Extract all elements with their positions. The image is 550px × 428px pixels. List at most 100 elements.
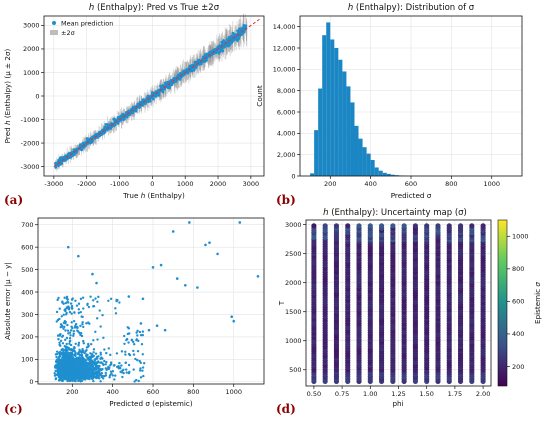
map-point	[401, 223, 407, 229]
error-point	[60, 335, 64, 338]
legend-band-label: ±2σ	[61, 29, 75, 37]
error-point	[77, 330, 80, 333]
error-point	[103, 359, 106, 363]
error-point	[78, 372, 82, 375]
panel-label-d: (d)	[276, 402, 296, 416]
error-point	[77, 374, 80, 378]
histogram-bar	[382, 172, 387, 176]
error-point	[96, 360, 100, 363]
error-point	[54, 353, 58, 356]
y-tick-label: 6,000	[277, 108, 296, 116]
mean-point	[127, 109, 131, 113]
error-point	[133, 380, 136, 383]
error-point	[110, 372, 113, 375]
y-tick-label: 1000	[285, 337, 302, 345]
y-tick-label: 600	[21, 243, 33, 251]
panel-b-xlabel: Predicted σ	[391, 191, 432, 200]
error-point	[135, 378, 138, 382]
colorbar-tick-label: 400	[512, 330, 524, 338]
error-point	[82, 339, 85, 343]
error-point	[65, 295, 69, 299]
error-point	[64, 375, 67, 378]
mean-point	[80, 146, 84, 149]
error-point	[61, 366, 64, 370]
error-point	[134, 357, 137, 361]
mean-point	[164, 81, 167, 85]
error-point	[65, 342, 68, 346]
error-point	[79, 310, 82, 314]
error-point	[124, 350, 127, 353]
histogram-bar	[326, 22, 331, 177]
error-point	[135, 331, 138, 334]
histogram-bar	[318, 88, 323, 176]
error-point	[65, 371, 69, 374]
colorbar-tick-label: 1000	[512, 233, 529, 241]
outlier-point	[139, 322, 143, 325]
panel-a-ticks: -3000 -2000 -1000 0 1000 2000 3000 -3000 -2000 -1…	[21, 22, 260, 188]
x-tick-label: 1.75	[448, 390, 462, 398]
x-tick-label: 400	[106, 388, 118, 396]
colorbar-label: Epistemic σ	[533, 282, 542, 324]
y-tick-label: 700	[21, 221, 33, 229]
mean-point	[169, 80, 173, 84]
x-tick-label: 0.75	[335, 390, 349, 398]
y-tick-label: 2000	[23, 45, 40, 53]
error-point	[80, 331, 83, 335]
error-point	[77, 341, 81, 345]
mean-point	[193, 66, 197, 70]
error-point	[75, 362, 79, 365]
error-point	[69, 348, 73, 352]
outlier-point	[127, 295, 131, 298]
mean-point	[193, 63, 197, 66]
error-point	[90, 353, 94, 356]
legend-mean-label: Mean prediction	[61, 20, 113, 28]
mean-point	[193, 61, 197, 64]
outlier-point	[216, 252, 219, 256]
error-point	[104, 367, 107, 370]
error-point	[127, 352, 131, 356]
error-point	[92, 299, 95, 302]
error-point	[58, 343, 61, 346]
mean-point	[242, 24, 246, 27]
error-point	[118, 301, 121, 304]
error-point	[109, 363, 112, 367]
mean-point	[72, 150, 76, 154]
panel-d-ylabel: T	[277, 300, 286, 306]
error-point	[77, 311, 81, 315]
error-point	[63, 351, 67, 355]
error-point	[73, 349, 76, 353]
panel-d-columns	[311, 223, 486, 384]
error-point	[136, 349, 140, 353]
panel-d-xlabel: phi	[392, 399, 403, 408]
error-point	[64, 346, 68, 350]
error-point	[90, 375, 93, 378]
mean-point	[168, 86, 172, 90]
error-point	[63, 325, 66, 329]
error-point	[104, 363, 107, 366]
y-tick-label: -1000	[21, 116, 40, 124]
y-tick-label: -3000	[21, 163, 40, 171]
mean-point	[219, 48, 223, 52]
histogram-bar	[322, 35, 327, 177]
error-point	[114, 307, 117, 310]
error-point	[93, 367, 97, 370]
map-point	[333, 223, 340, 229]
error-point	[73, 361, 77, 364]
error-point	[114, 374, 117, 377]
panel-a-ylabel: Pred h (Enthalpy) (μ ± 2σ)	[3, 49, 12, 144]
error-point	[89, 295, 92, 298]
error-point	[115, 352, 119, 355]
outlier-point	[196, 286, 199, 289]
error-point	[141, 353, 144, 356]
mean-point	[113, 118, 117, 121]
error-point	[68, 310, 72, 314]
error-point	[141, 333, 144, 337]
error-point	[79, 366, 82, 370]
x-tick-label: 1000	[225, 388, 242, 396]
error-point	[85, 346, 89, 349]
error-point	[136, 358, 139, 362]
error-point	[61, 347, 64, 351]
x-tick-label: 800	[187, 388, 199, 396]
error-point	[104, 371, 107, 375]
outlier-point	[147, 328, 151, 332]
